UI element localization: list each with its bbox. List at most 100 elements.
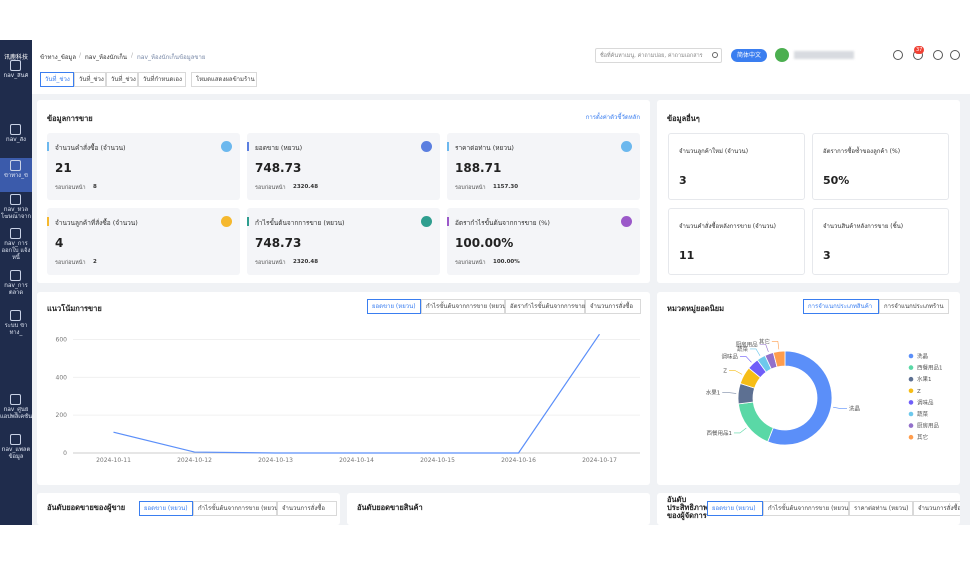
- date-tab[interactable]: วันที่_ช่วง: [106, 72, 138, 87]
- legend-swatch: [908, 365, 914, 370]
- notification-badge: 37: [914, 46, 925, 54]
- nav-item[interactable]: nav_การ ออกใบ แจ้งหนี้: [0, 226, 32, 261]
- nav-item[interactable]: nav_สั่ง: [0, 122, 32, 156]
- legend-label: 洗晶: [917, 352, 929, 360]
- nav-item[interactable]: nav_แพลต ข้อมูล: [0, 432, 32, 466]
- prev-label: รอบก่อนหน้า: [255, 260, 286, 266]
- nav-label: nav_สินค้: [3, 73, 29, 79]
- username: [794, 51, 854, 59]
- breadcrumb-sep: /: [131, 52, 134, 59]
- date-tab[interactable]: วันที่กำหนดเอง: [138, 72, 186, 87]
- panel-title: หมวดหมู่ยอดนิยม: [667, 304, 725, 313]
- card-icon: [621, 216, 632, 227]
- card-icon: [421, 216, 432, 227]
- legend-label: 其它: [917, 433, 928, 441]
- chart-tab[interactable]: ยอดขาย (หยวน): [367, 299, 421, 314]
- nav-item[interactable]: nav_หวล โฆษณาจาก: [0, 192, 32, 226]
- search-box[interactable]: ชื่อที่ค้นหาเมนู, ค่าถามบ่อย, ค่าถามเอกส…: [595, 48, 722, 63]
- nav-label: nav_หวล โฆษณาจาก: [0, 207, 32, 220]
- metric-card: จำนวนลูกค้าที่สั่งซื้อ (จำนวน) 4 รอบก่อนหน…: [47, 208, 240, 275]
- panel-link[interactable]: การตั้งค่าตัวชี้วัดหลัก: [585, 114, 640, 121]
- other-panel: ข้อมูลอื่นๆจำนวนลูกค้าใหม่ (จำนวน) 3 อัตรา…: [657, 100, 960, 283]
- legend-label: Z: [917, 389, 921, 395]
- category-panel: หมวดหมู่ยอดนิยม การจำแนกประเภทสินค้า การจำ…: [657, 292, 960, 485]
- header-icon[interactable]: [950, 50, 960, 60]
- nav-icon: [10, 394, 21, 405]
- card-label: ราคาต่อท่าน (หยวน): [455, 144, 514, 152]
- nav-icon: [10, 434, 21, 445]
- label-leader: [733, 427, 747, 434]
- label-leader: [833, 406, 847, 409]
- x-tick-label: 2024-10-11: [96, 457, 131, 464]
- card-label: จำนวนคำสั่งซื้อ (จำนวน): [55, 144, 126, 152]
- ranking-panel: อันดับยอดขายสินค้า: [347, 493, 650, 525]
- panel-title: อันดับยอดขายสินค้า: [357, 503, 423, 512]
- breadcrumb: nav_ห้องนักเก็นข้อมูลขาย: [137, 54, 206, 61]
- cross-store-button[interactable]: โหมดแสดงผลข้ามร้าน: [191, 72, 257, 87]
- breadcrumb[interactable]: ข้าทาง_ข้อมูล: [40, 54, 77, 61]
- chart-tab[interactable]: กำไรขั้นต้นจากการขาย (หยวน): [421, 299, 509, 314]
- chart-tab[interactable]: การจำแนกประเภทสินค้า: [803, 299, 879, 314]
- header-icon[interactable]: [933, 50, 943, 60]
- chart-tab[interactable]: อัตรากำไรขั้นต้นจากการขาย: [505, 299, 585, 314]
- x-tick-label: 2024-10-12: [177, 457, 212, 464]
- ranking-tab[interactable]: ยอดขาย (หยวน): [707, 501, 763, 516]
- metric-card: อัตรากำไรขั้นต้นจากการขาย (%) 100.00% รอบก…: [447, 208, 640, 275]
- card-label: จำนวนคำสั่งซื้อหลังการขาย (จำนวน): [679, 223, 776, 230]
- slice-label: 水果1: [706, 389, 721, 397]
- ranking-tab[interactable]: ราคาต่อท่าน (หยวน): [849, 501, 913, 516]
- card-value: 100.00%: [455, 236, 514, 250]
- ranking-tab[interactable]: จำนวนการสั่งซื้อ: [277, 501, 337, 516]
- nav-item[interactable]: ข้าทาง_ข้: [0, 158, 32, 192]
- metric-card: จำนวนสินค้าหลังการขาย (ชิ้น) 3: [812, 208, 949, 275]
- slice-label: 调味品: [721, 352, 738, 360]
- ranking-tab[interactable]: จำนวนการสั่งซื้อ: [913, 501, 960, 516]
- slice-label: 西餐用品1: [706, 429, 732, 437]
- date-tab[interactable]: วันที่_ช่วง: [74, 72, 106, 87]
- donut-slice: [737, 401, 774, 443]
- nav-item[interactable]: nav_สินค้: [0, 58, 32, 92]
- y-tick-label: 600: [56, 336, 68, 343]
- language-button[interactable]: 简体中文: [731, 49, 767, 62]
- x-tick-label: 2024-10-13: [258, 457, 293, 464]
- nav-item[interactable]: nav_ศูนย์ แอปพลิเคชัน: [0, 392, 32, 426]
- legend-swatch: [908, 353, 914, 359]
- x-tick-label: 2024-10-15: [420, 457, 455, 464]
- header-icon[interactable]: [893, 50, 903, 60]
- header: ข้าทาง_ข้อมูล / nav_ห้องนักเก็น / nav_ห้องนั…: [32, 40, 970, 94]
- card-label: อัตราการซื้อซ้ำของลูกค้า (%): [823, 148, 901, 155]
- slice-label: 蔬菜: [737, 345, 749, 353]
- breadcrumb[interactable]: nav_ห้องนักเก็น: [85, 54, 128, 61]
- nav-label: nav_แพลต ข้อมูล: [1, 447, 31, 460]
- card-label: จำนวนลูกค้าใหม่ (จำนวน): [679, 148, 749, 155]
- slice-label: 其它: [759, 337, 770, 345]
- nav-item[interactable]: nav_การ ตลาด: [0, 268, 32, 302]
- slice-label: Z: [723, 369, 727, 375]
- prev-label: รอบก่อนหน้า: [455, 260, 486, 266]
- card-label: กำไรขั้นต้นจากการขาย (หยวน): [255, 219, 345, 227]
- nav-item[interactable]: ระบบ ข้าทาง_: [0, 308, 32, 342]
- metric-card: กำไรขั้นต้นจากการขาย (หยวน) 748.73 รอบก่อน…: [247, 208, 440, 275]
- card-value: 11: [679, 249, 695, 262]
- chart-tab[interactable]: การจำแนกประเภทร้าน: [879, 299, 949, 314]
- panel-title: แนวโน้มการขาย: [47, 304, 102, 313]
- card-accent: [247, 142, 249, 151]
- sales-panel: ข้อมูลการขาย การตั้งค่าตัวชี้วัดหลัก จำนวน…: [37, 100, 650, 283]
- trend-line: [113, 333, 600, 454]
- nav-icon: [10, 60, 21, 71]
- panel-title: ข้อมูลอื่นๆ: [667, 114, 700, 123]
- ranking-tab[interactable]: กำไรขั้นต้นจากการขาย (หยวน): [763, 501, 851, 516]
- chart-tab[interactable]: จำนวนการสั่งซื้อ: [585, 299, 641, 314]
- slice-label: 厨房用品: [736, 340, 759, 348]
- ranking-tab[interactable]: ยอดขาย (หยวน): [139, 501, 193, 516]
- legend-label: 水果1: [917, 375, 932, 383]
- nav-label: nav_การ ออกใบ แจ้งหนี้: [1, 241, 31, 261]
- ranking-tab[interactable]: กำไรขั้นต้นจากการขาย (หยวน): [193, 501, 281, 516]
- prev-label: รอบก่อนหน้า: [55, 185, 86, 191]
- card-icon: [221, 216, 232, 227]
- trend-chart: 0 200 400 600 2024-10-11 2024-10-12 2024-10-13…: [56, 333, 640, 464]
- metric-card: จำนวนลูกค้าใหม่ (จำนวน) 3: [668, 133, 805, 200]
- date-tab[interactable]: วันที่_ช่วง: [40, 72, 74, 87]
- slice-label: 洗晶: [849, 405, 861, 413]
